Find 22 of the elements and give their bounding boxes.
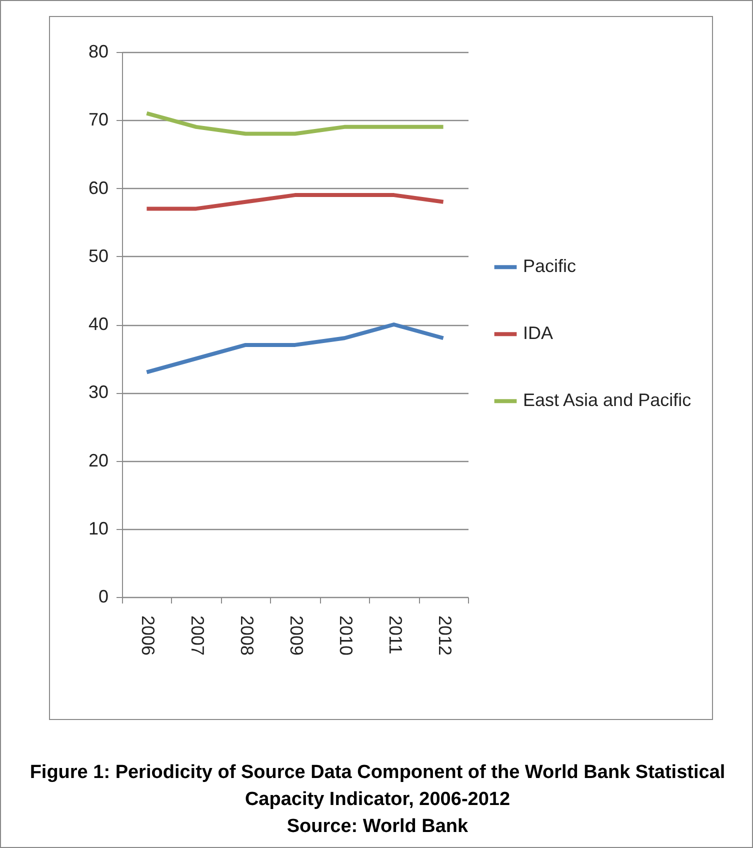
y-tick-label: 70 (88, 110, 108, 130)
y-tick-label: 40 (88, 314, 108, 334)
y-tick-label: 50 (88, 246, 108, 266)
y-tick-label: 30 (88, 382, 108, 402)
x-tick-label: 2009 (286, 616, 306, 656)
source-note: Source: World Bank (286, 815, 470, 839)
x-tick-label: 2012 (434, 616, 455, 656)
y-tick-label: 20 (88, 450, 108, 470)
y-tick-label: 10 (88, 518, 108, 538)
x-tick-label: 2010 (336, 616, 356, 656)
line-series (144, 322, 446, 374)
x-tick-label: 2011 (385, 616, 406, 654)
x-tick-label: 2006 (138, 616, 158, 656)
text: Figure 1: Periodicity of Source Data Component of the World Bank Statistical Capacity Indicator, 2006-2012 (28, 761, 726, 812)
y-tick-label: 80 (88, 42, 108, 62)
y-tick-label: 60 (88, 178, 108, 198)
legend-label: IDA (523, 323, 554, 344)
x-tick-label: 2008 (237, 616, 258, 656)
y-tick-label: 0 (98, 586, 108, 606)
x-tick-label: 2007 (188, 616, 208, 656)
legend-label: Pacific (523, 256, 576, 276)
legend-label: East Asia and Pacific (523, 390, 692, 410)
